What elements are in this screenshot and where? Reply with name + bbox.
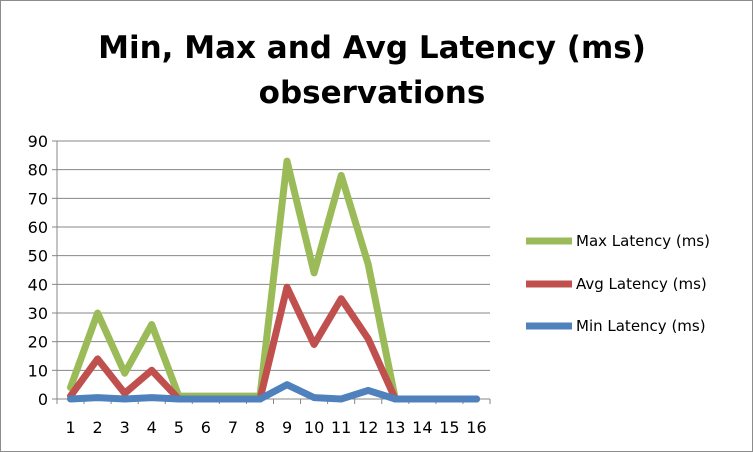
x-tick-label: 5: [174, 418, 184, 437]
x-tick-label: 15: [439, 418, 459, 437]
y-tick-label: 10: [28, 361, 48, 380]
x-tick-label: 10: [304, 418, 324, 437]
y-tick-label: 70: [28, 189, 48, 208]
chart-title-line-2: observations: [259, 75, 486, 111]
x-tick-label: 6: [201, 418, 211, 437]
x-tick-label: 12: [358, 418, 378, 437]
series-line-min: [67, 381, 480, 403]
x-tick-label: 16: [466, 418, 486, 437]
y-tick-label: 40: [28, 275, 48, 294]
x-tick-label: 9: [282, 418, 292, 437]
legend: Max Latency (ms) Avg Latency (ms) Min Late…: [526, 232, 710, 335]
x-tick-label: 14: [412, 418, 432, 437]
x-tick-label: 4: [147, 418, 157, 437]
x-tick-label: 7: [228, 418, 238, 437]
y-tick-label: 30: [28, 304, 48, 323]
y-tick-label: 60: [28, 218, 48, 237]
x-tick-label: 3: [120, 418, 130, 437]
series-lines: [67, 157, 480, 403]
y-tick-label: 80: [28, 161, 48, 180]
legend-label: Avg Latency (ms): [576, 275, 707, 293]
y-tick-label: 20: [28, 333, 48, 352]
y-tick-label: 90: [28, 132, 48, 151]
series-line-max: [67, 157, 480, 403]
x-tick-label: 2: [93, 418, 103, 437]
x-tick-label: 1: [65, 418, 75, 437]
x-tick-label: 13: [385, 418, 405, 437]
chart-title: Min, Max and Avg Latency (ms) observatio…: [98, 30, 646, 111]
legend-label: Min Latency (ms): [576, 317, 706, 335]
y-tick-label: 0: [38, 390, 48, 409]
x-tick-label: 8: [255, 418, 265, 437]
chart-title-line-1: Min, Max and Avg Latency (ms): [98, 30, 646, 66]
y-tick-label: 50: [28, 247, 48, 266]
x-tick-label: 11: [331, 418, 351, 437]
legend-label: Max Latency (ms): [576, 232, 710, 250]
